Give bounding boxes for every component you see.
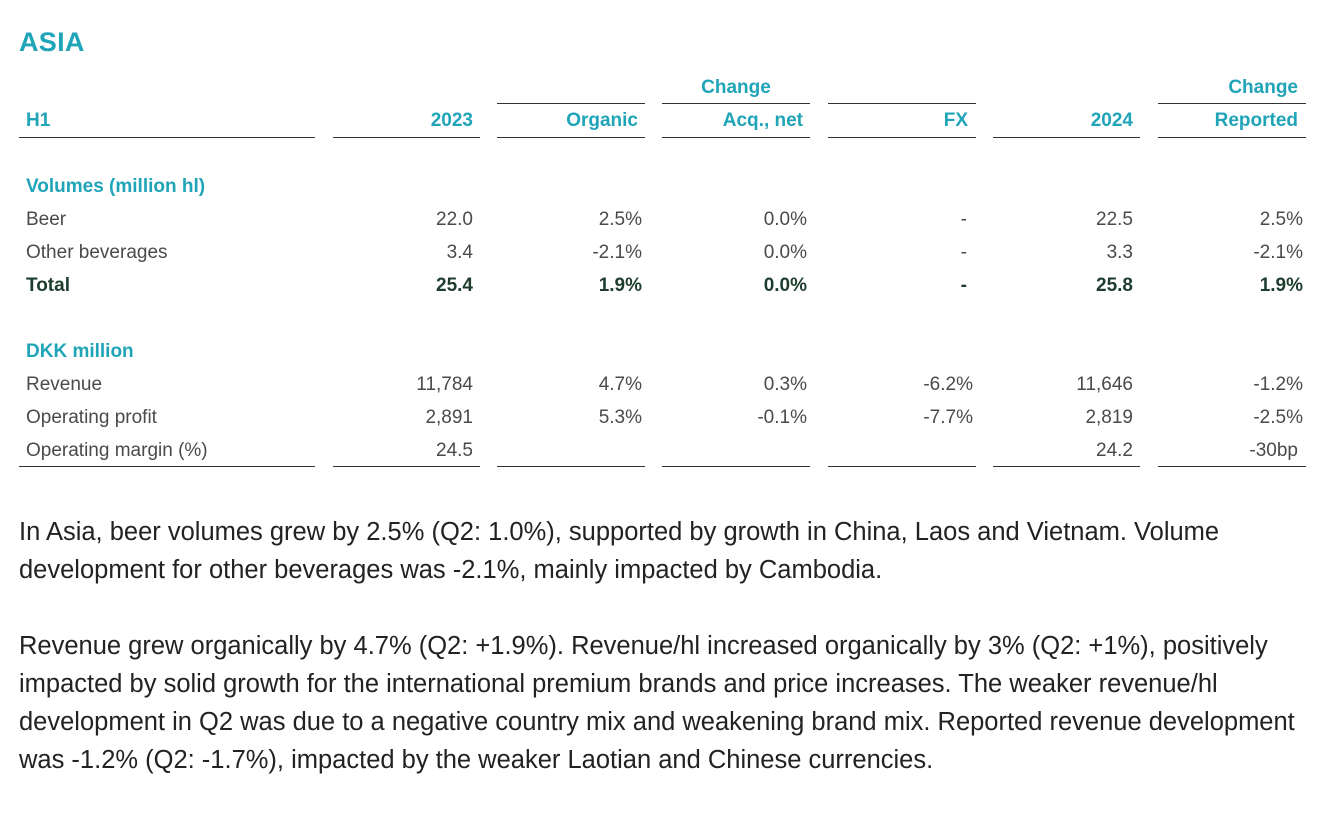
footer-rule-organic bbox=[497, 466, 645, 467]
header-rule-acq-net bbox=[662, 137, 810, 138]
footer-rule-acq-net bbox=[662, 466, 810, 467]
cell-other-beverages-2023: 3.4 bbox=[446, 242, 473, 263]
cell-beer-reported: 2.5% bbox=[1259, 209, 1303, 230]
change-group-rule-fx bbox=[828, 103, 976, 104]
cell-total-organic: 1.9% bbox=[598, 275, 642, 296]
cell-revenue-acq-net: 0.3% bbox=[763, 374, 807, 395]
footer-rule-2024 bbox=[993, 466, 1140, 467]
cell-total-2024: 25.8 bbox=[1096, 275, 1133, 296]
cell-beer-2023: 22.0 bbox=[436, 209, 473, 230]
row-label-other-beverages: Other beverages bbox=[26, 242, 168, 263]
cell-operating-profit-2023: 2,891 bbox=[425, 407, 473, 428]
cell-operating-margin-reported: -30bp bbox=[1249, 440, 1298, 461]
row-label-operating-margin: Operating margin (%) bbox=[26, 440, 208, 461]
financial-table: Change Change H1 2023 Organic Acq., net … bbox=[19, 77, 1306, 467]
cell-operating-profit-organic: 5.3% bbox=[598, 407, 642, 428]
cell-revenue-2024: 11,646 bbox=[1076, 374, 1133, 395]
cell-other-beverages-organic: -2.1% bbox=[592, 242, 642, 263]
header-rule-2024 bbox=[993, 137, 1140, 138]
footer-rule-reported bbox=[1158, 466, 1306, 467]
cell-revenue-2023: 11,784 bbox=[416, 374, 473, 395]
cell-beer-fx: - bbox=[960, 209, 967, 230]
footer-rule-h1 bbox=[19, 466, 315, 467]
cell-operating-profit-acq-net: -0.1% bbox=[757, 407, 807, 428]
section-heading-dkk-million: DKK million bbox=[26, 341, 134, 362]
cell-beer-2024: 22.5 bbox=[1096, 209, 1133, 230]
cell-operating-profit-2024: 2,819 bbox=[1085, 407, 1133, 428]
cell-other-beverages-reported: -2.1% bbox=[1253, 242, 1303, 263]
section-heading-volumes: Volumes (million hl) bbox=[26, 176, 206, 197]
paragraph-revenue: Revenue grew organically by 4.7% (Q2: +1… bbox=[19, 632, 1295, 774]
header-rule-2023 bbox=[333, 137, 480, 138]
column-header-reported: Reported bbox=[1214, 110, 1298, 131]
cell-operating-profit-reported: -2.5% bbox=[1253, 407, 1303, 428]
footer-rule-fx bbox=[828, 466, 976, 467]
change-group-rule-middle bbox=[662, 103, 810, 104]
cell-revenue-fx: -6.2% bbox=[923, 374, 973, 395]
row-label-beer: Beer bbox=[26, 209, 67, 230]
cell-other-beverages-fx: - bbox=[960, 242, 967, 263]
header-rule-fx bbox=[828, 137, 976, 138]
cell-operating-margin-2023: 24.5 bbox=[436, 440, 473, 461]
cell-total-reported: 1.9% bbox=[1259, 275, 1303, 296]
cell-revenue-organic: 4.7% bbox=[598, 374, 642, 395]
cell-total-acq-net: 0.0% bbox=[763, 275, 807, 296]
column-header-2023: 2023 bbox=[430, 110, 473, 131]
cell-total-fx: - bbox=[960, 275, 967, 296]
change-group-header-right: Change bbox=[1228, 77, 1298, 98]
header-rule-reported bbox=[1158, 137, 1306, 138]
cell-beer-organic: 2.5% bbox=[598, 209, 642, 230]
cell-operating-margin-2024: 24.2 bbox=[1096, 440, 1133, 461]
column-header-fx: FX bbox=[943, 110, 968, 131]
page-title: ASIA bbox=[19, 27, 85, 57]
cell-other-beverages-acq-net: 0.0% bbox=[763, 242, 807, 263]
cell-revenue-reported: -1.2% bbox=[1253, 374, 1303, 395]
footer-rule-2023 bbox=[333, 466, 480, 467]
column-header-organic: Organic bbox=[566, 110, 638, 131]
change-group-header-left: Change bbox=[701, 77, 771, 98]
cell-total-2023: 25.4 bbox=[436, 275, 473, 296]
column-header-2024: 2024 bbox=[1090, 110, 1133, 131]
header-rule-organic bbox=[497, 137, 645, 138]
row-label-total: Total bbox=[26, 275, 70, 296]
change-group-rule-right bbox=[1158, 103, 1306, 104]
row-label-revenue: Revenue bbox=[26, 374, 103, 395]
row-label-operating-profit: Operating profit bbox=[26, 407, 157, 428]
column-header-h1: H1 bbox=[26, 110, 51, 131]
column-header-acq-net: Acq., net bbox=[722, 110, 803, 131]
cell-other-beverages-2024: 3.3 bbox=[1106, 242, 1133, 263]
cell-operating-profit-fx: -7.7% bbox=[923, 407, 973, 428]
change-group-rule-left bbox=[497, 103, 645, 104]
header-rule-h1 bbox=[19, 137, 315, 138]
paragraph-volumes: In Asia, beer volumes grew by 2.5% (Q2: … bbox=[19, 518, 1220, 584]
cell-beer-acq-net: 0.0% bbox=[763, 209, 807, 230]
